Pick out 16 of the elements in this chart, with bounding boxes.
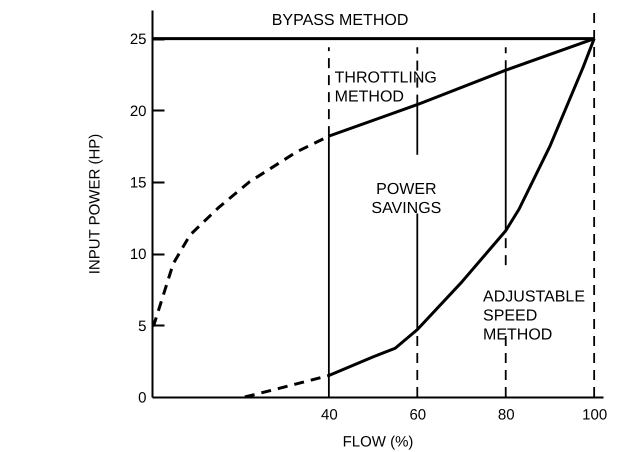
annotation: BYPASS METHOD [272, 12, 408, 30]
y-axis-title: INPUT POWER (HP) [86, 134, 104, 274]
y-tick-label: 25 [130, 31, 146, 48]
y-tick-label: 15 [130, 174, 146, 192]
annotation: ADJUSTABLE SPEED METHOD [483, 288, 585, 344]
x-tick-label: 60 [409, 406, 426, 424]
y-tick-label: 0 [138, 390, 146, 406]
annotation: POWER SAVINGS [371, 181, 442, 218]
y-tick-label: 20 [130, 102, 146, 120]
x-tick-label: 40 [321, 406, 338, 424]
x-tick-label: 100 [582, 406, 608, 424]
annotation: THROTTLING METHOD [334, 69, 437, 106]
x-axis-title: FLOW (%) [342, 434, 414, 450]
y-tick-label: 10 [130, 246, 146, 264]
x-tick-label: 80 [498, 406, 515, 424]
y-tick-label: 5 [138, 318, 146, 335]
